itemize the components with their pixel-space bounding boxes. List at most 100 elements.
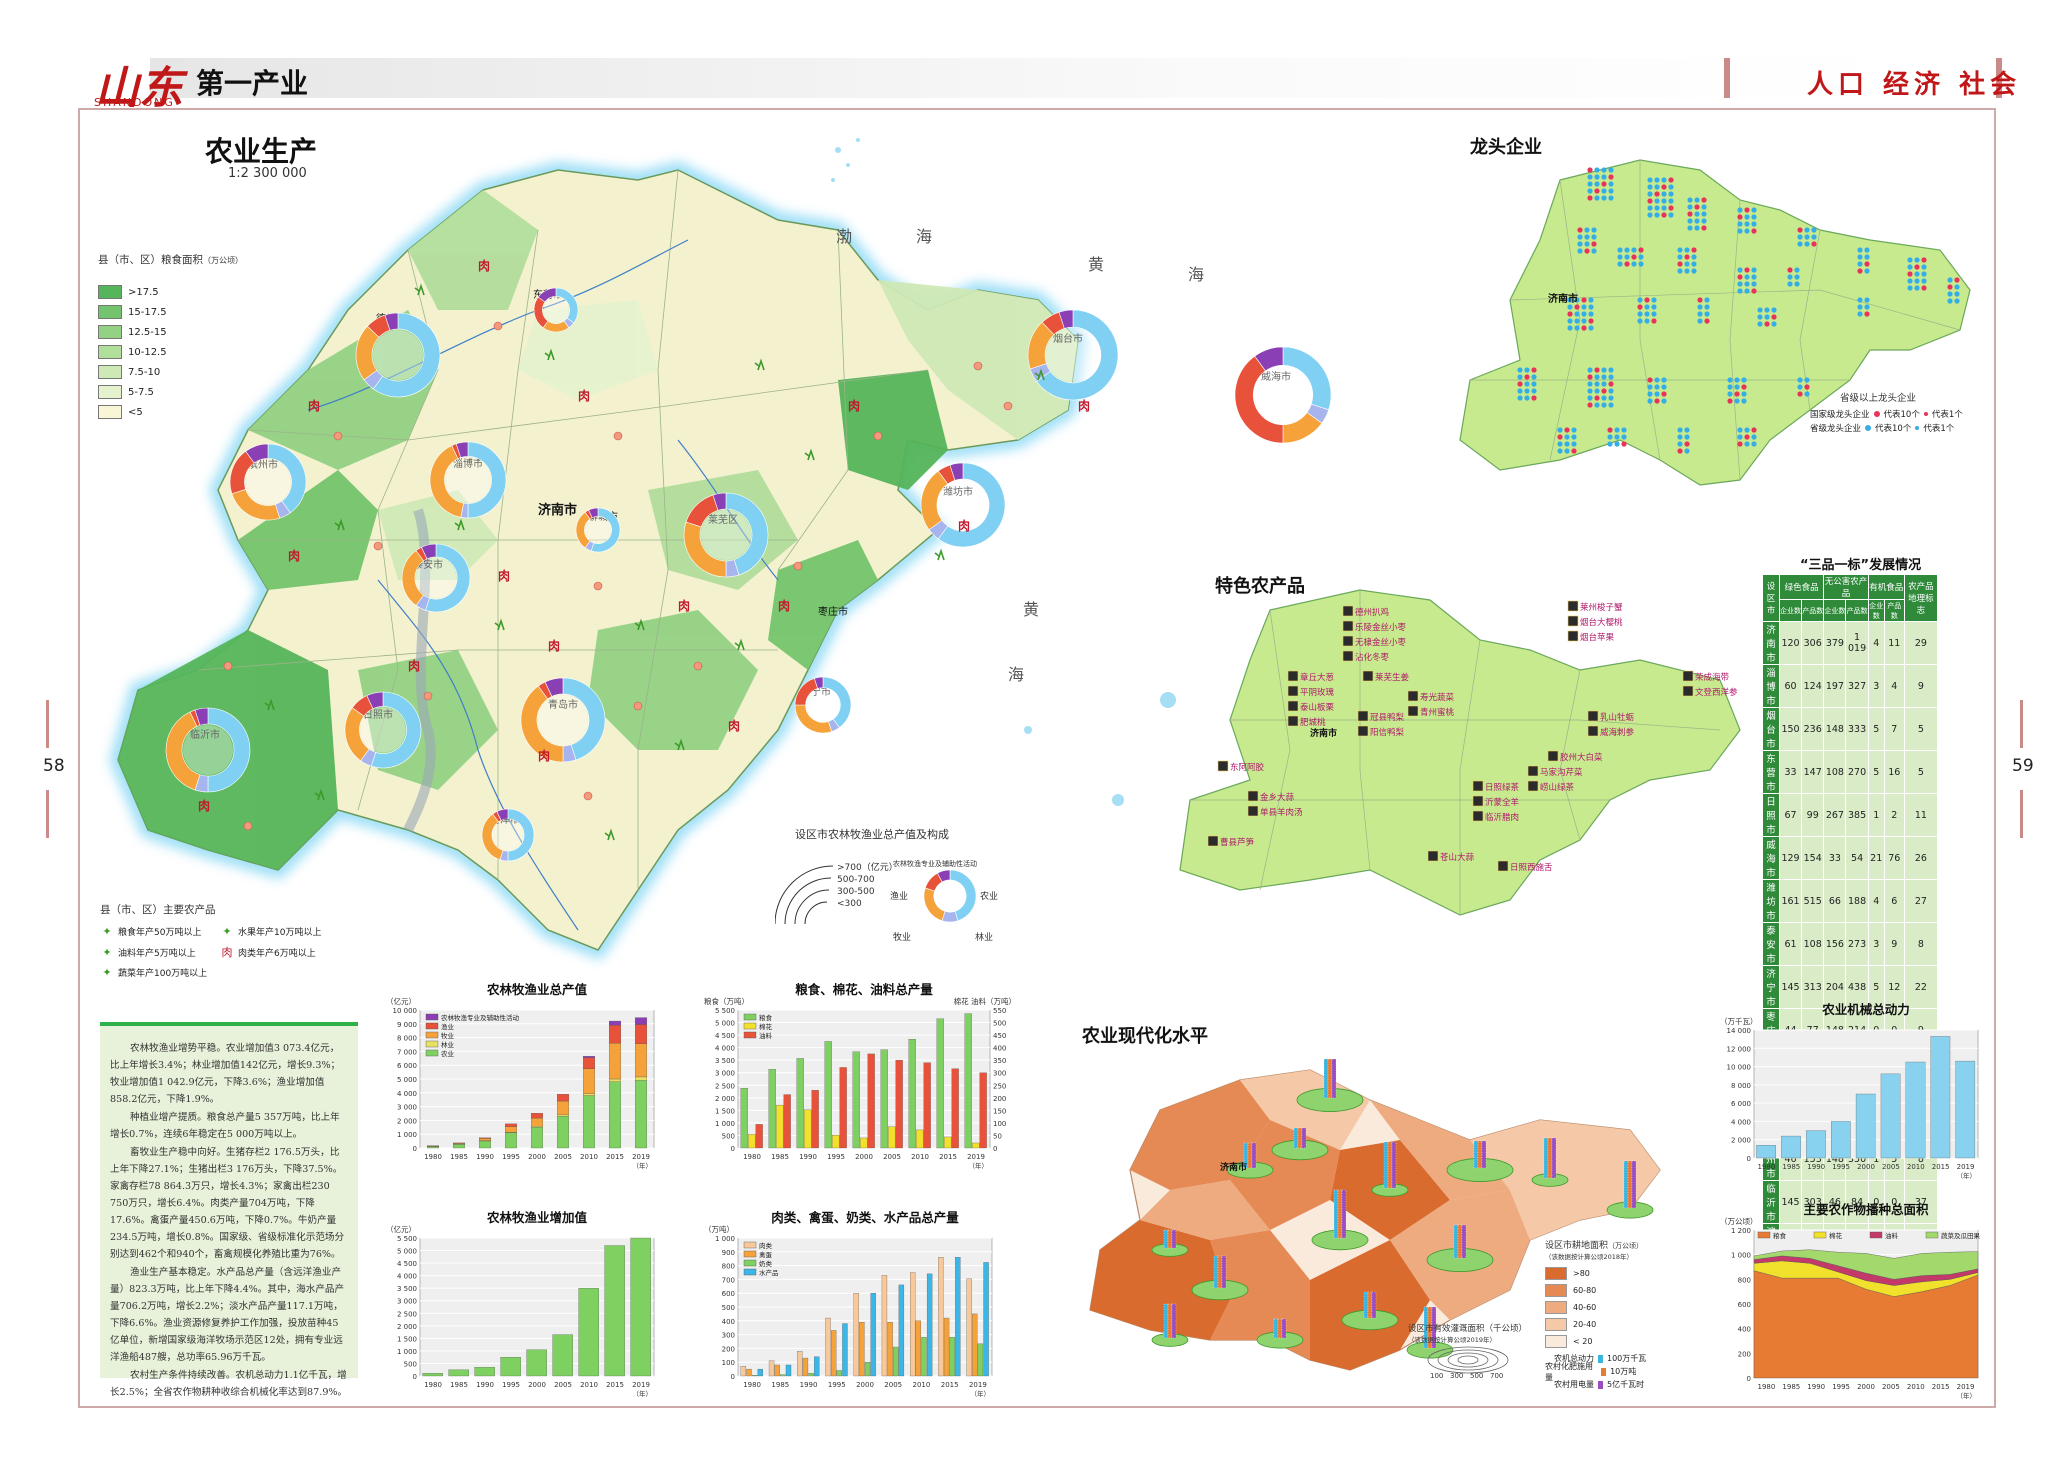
specialty-label: 威海刺参	[1600, 727, 1635, 738]
table-cell: 1	[1867, 793, 1885, 837]
indicator-value: 100万千瓦	[1607, 1354, 1647, 1363]
city-label: 济南市	[538, 502, 577, 518]
table-cell: 33	[1823, 836, 1847, 880]
bar-农业	[556, 1116, 569, 1149]
specialty-label: 平阴玫瑰	[1300, 687, 1335, 698]
bar-棉花	[888, 1126, 896, 1149]
enterprise-dot	[1797, 227, 1803, 233]
specialty-label: 胶州大白菜	[1560, 752, 1603, 763]
sanpin-subheader-cell: 企业数	[1778, 599, 1803, 622]
fruit-icon	[1003, 401, 1013, 411]
y-tick-label: 6 000	[397, 1062, 417, 1070]
chart-title: 肉类、禽蛋、奶类、水产品总产量	[771, 1210, 959, 1225]
indicator-bar	[1623, 1160, 1629, 1209]
fruit-icon	[583, 791, 593, 801]
bar-肉类	[966, 1278, 972, 1377]
enterprise-dot	[1621, 434, 1627, 440]
indicator-bar	[1277, 1318, 1283, 1339]
enterprise-dot	[1517, 374, 1523, 380]
enterprise-dot	[1567, 297, 1573, 303]
city-label: 威海市	[1261, 370, 1291, 383]
enterprise-dot	[1947, 298, 1953, 304]
enterprise-dot	[1921, 264, 1927, 270]
y-tick-label: 600	[1738, 1301, 1751, 1309]
donut-segment	[245, 443, 269, 464]
bar-农业	[582, 1095, 595, 1149]
enterprise-dot	[1587, 188, 1593, 194]
table-cell: 日照市	[1762, 793, 1780, 837]
enterprise-dot	[1608, 195, 1614, 201]
x-axis-unit: （年）	[1957, 1171, 1977, 1180]
jinan-label: 济南市	[1548, 292, 1578, 305]
y2-tick-label: 100	[993, 1120, 1006, 1128]
tese-map: 德州扒鸡 乐陵金丝小枣 无棣金丝小枣 沾化冬枣 莱州梭子蟹 烟台大樱桃 烟台苹果 章丘大葱 平阴…	[1160, 570, 1760, 930]
enterprise-dot	[1794, 274, 1800, 280]
table-cell: 11	[1903, 793, 1939, 837]
specialty-label: 金乡大蒜	[1260, 792, 1295, 803]
meat-icon: 肉	[288, 548, 300, 563]
x-tick-label: 2010	[1907, 1383, 1925, 1391]
legend-swatch	[743, 1031, 757, 1039]
sea-label: 海	[916, 228, 932, 246]
city-label: 青岛市	[548, 698, 578, 711]
grain-legend-label: 12.5-15	[128, 327, 167, 338]
y2-axis-label: 棉花 油料（万吨）	[954, 996, 1016, 1006]
table-row: 淄博市 60 124 197 327 3 4 9	[1762, 664, 1939, 708]
x-tick-label: 2015	[1932, 1383, 1950, 1391]
enterprise-dot	[1617, 261, 1623, 267]
enterprise-dot	[1668, 191, 1674, 197]
y-tick-label: 10 000	[393, 1007, 418, 1015]
meat-icon: 肉	[958, 518, 970, 533]
y-tick-label: 100	[722, 1359, 735, 1367]
bar-油料	[867, 1053, 875, 1149]
x-tick-label: 2000	[528, 1381, 546, 1389]
x-tick-label: 1980	[743, 1381, 761, 1389]
table-cell: 5	[1867, 750, 1885, 794]
x-tick-label: 1990	[476, 1381, 494, 1389]
farmland-choropleth	[1090, 1070, 1660, 1370]
x-axis-unit: （年）	[633, 1161, 653, 1170]
enterprise-dot	[1744, 207, 1750, 213]
enterprise-dot	[1727, 391, 1733, 397]
table-row: 泰安市 61 108 156 273 3 9 8	[1762, 922, 1939, 966]
bar-禽蛋	[887, 1322, 893, 1377]
y2-tick-label: 150	[993, 1107, 1006, 1115]
enterprise-dot	[1684, 254, 1690, 260]
specialty-icon	[1342, 620, 1354, 632]
enterprise-dot	[1531, 367, 1537, 373]
enterprise-dot	[1744, 281, 1750, 287]
enterprise-dot	[1531, 395, 1537, 401]
enterprise-dot	[1737, 221, 1743, 227]
enterprise-dot	[1757, 307, 1763, 313]
bar-增加值	[500, 1357, 521, 1377]
indicator-bar	[1543, 1137, 1549, 1179]
x-tick-label: 2019	[1957, 1163, 1975, 1171]
enterprise-dot	[1914, 285, 1920, 291]
indicator-bar	[1481, 1140, 1487, 1169]
grain-icon	[314, 788, 325, 801]
y-tick-label: 200	[1738, 1350, 1751, 1358]
bar-农业机械总动力	[1930, 1036, 1951, 1159]
farmland-legend-note: （该数据按计算公顷2018年）	[1545, 1253, 1634, 1261]
enterprise-dot	[1581, 304, 1587, 310]
enterprise-dot	[1804, 227, 1810, 233]
enterprise-dot	[1804, 234, 1810, 240]
bar-农业	[608, 1081, 621, 1149]
main-map-title: 农业生产	[205, 135, 318, 168]
table-cell: 385	[1845, 793, 1869, 837]
y2-tick-label: 200	[993, 1095, 1006, 1103]
bar-奶类	[836, 1370, 842, 1377]
enterprise-dot	[1701, 211, 1707, 217]
legend-label: 牧业	[441, 1031, 455, 1040]
enterprise-dot	[1771, 314, 1777, 320]
enterprise-dot	[1584, 227, 1590, 233]
sea-label: 渤	[836, 228, 852, 246]
bar-奶类	[921, 1337, 927, 1377]
specialty-label: 沾化冬枣	[1355, 652, 1390, 663]
legend-label: 禽蛋	[759, 1250, 773, 1259]
enterprise-dot	[1764, 321, 1770, 327]
legend-label: 粮食	[1773, 1231, 1787, 1240]
bar-棉花	[972, 1142, 980, 1149]
enterprise-dot	[1857, 297, 1863, 303]
